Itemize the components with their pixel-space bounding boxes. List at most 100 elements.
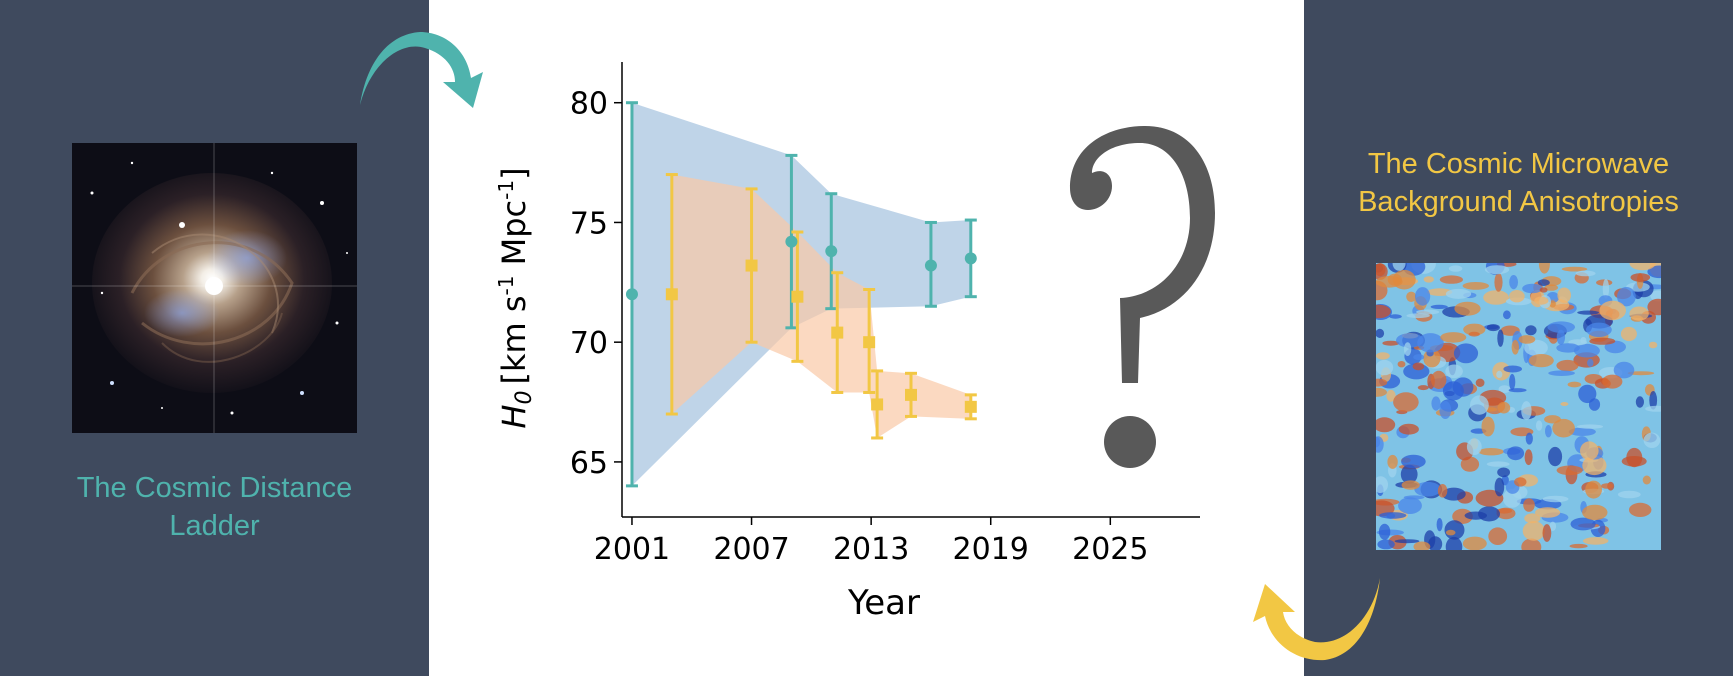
cmb-blob — [1635, 396, 1644, 408]
cmb-blob — [1580, 337, 1587, 344]
cmb-blob — [1568, 427, 1596, 436]
cmb-blob — [1578, 384, 1597, 404]
distance-ladder-caption-line2: Ladder — [169, 510, 260, 542]
cmb-blob — [1376, 436, 1384, 453]
cmb-blob — [1436, 518, 1443, 532]
distance-ladder-caption-line1: The Cosmic Distance — [76, 472, 353, 504]
cmb-blob — [1397, 361, 1406, 368]
cmb-blob — [1428, 536, 1443, 550]
cmb-blob — [1548, 370, 1575, 376]
cmb-blob — [1497, 329, 1504, 347]
distance-ladder-caption: The Cosmic Distance Ladder — [0, 469, 429, 545]
marker-square — [745, 259, 758, 272]
cmb-blob — [1488, 527, 1508, 545]
cmb-blob — [1413, 541, 1431, 550]
cmb-blob — [1382, 340, 1400, 346]
cmb-blob — [1462, 282, 1489, 290]
cmb-blob — [1468, 331, 1480, 337]
curved-arrow-yellow-icon — [1253, 578, 1380, 661]
cmb-blob — [1439, 275, 1463, 284]
cmb-blob — [1586, 322, 1612, 337]
cmb-blob — [1423, 276, 1434, 283]
cmb-blob — [1444, 520, 1465, 540]
cmb-blob — [1537, 279, 1550, 286]
marker-square — [831, 326, 844, 339]
cmb-blob — [1617, 287, 1636, 307]
cmb-blob — [1514, 477, 1527, 487]
cmb-blob — [1452, 508, 1473, 524]
cmb-blob — [1549, 521, 1557, 531]
cmb-blob — [1485, 265, 1510, 275]
cmb-blob — [1524, 449, 1533, 466]
cmb-blob — [1511, 340, 1519, 355]
cmb-blob — [1648, 341, 1658, 349]
cmb-blob — [1463, 323, 1486, 336]
cmb-blob — [1542, 495, 1569, 503]
cmb-blob — [1497, 467, 1510, 478]
cmb-blob — [1413, 354, 1425, 361]
cmb-blob — [1378, 523, 1391, 540]
cmb-blob — [1431, 396, 1441, 411]
cmb-caption: The Cosmic Microwave Background Anisotro… — [1304, 145, 1733, 221]
cmb-blob — [1494, 272, 1503, 292]
cmb-blob — [1507, 446, 1525, 461]
cmb-blob — [1454, 301, 1481, 316]
cmb-blob — [1602, 278, 1610, 299]
cmb-blob — [1627, 371, 1655, 376]
cmb-blob — [1556, 359, 1579, 372]
cmb-blob — [1460, 456, 1480, 472]
y-axis-label-unit: [km s — [495, 295, 533, 384]
cmb-blob — [1621, 456, 1647, 467]
cmb-blob — [1548, 446, 1563, 467]
cmb-blob — [1556, 343, 1580, 353]
cmb-blob — [1589, 337, 1616, 345]
cmb-blob — [1445, 288, 1472, 299]
cmb-blob — [1462, 536, 1487, 550]
cmb-blob — [1398, 423, 1419, 435]
cmb-blob — [1613, 361, 1635, 379]
marker-circle — [625, 288, 638, 301]
cmb-blob — [1580, 441, 1599, 461]
cmb-blob — [1394, 539, 1420, 544]
y-axis-label-unit-end: ] — [495, 167, 533, 179]
x-axis-label: Year — [847, 583, 920, 623]
cmb-blob — [1588, 398, 1601, 411]
marker-circle — [964, 252, 977, 265]
question-mark-icon — [1070, 126, 1215, 468]
cmb-blob — [1601, 483, 1613, 489]
cmb-blob — [1552, 418, 1575, 438]
cmb-blob — [1387, 454, 1398, 469]
cmb-blob — [1524, 339, 1548, 356]
x-tick-label: 2007 — [713, 532, 789, 567]
cmb-blob — [1545, 425, 1552, 438]
cmb-blob — [1486, 324, 1500, 332]
cmb-blob — [1379, 512, 1407, 519]
y-axis-label: H0[km s-1 Mpc-1] — [494, 167, 537, 428]
y-axis-label-symbol: H — [495, 405, 533, 429]
y-axis-label-exp2: -1 — [494, 180, 518, 200]
cmb-blob — [1503, 365, 1522, 373]
cmb-blob — [1643, 432, 1661, 448]
x-tick-label: 2013 — [833, 532, 909, 567]
cmb-blob — [1629, 502, 1652, 517]
marker-square — [791, 290, 804, 303]
cmb-blob — [1445, 536, 1463, 550]
cmb-blob — [1642, 475, 1651, 485]
cmb-blob — [1445, 364, 1463, 379]
cmb-blob — [1401, 454, 1426, 469]
cmb-blob — [1414, 481, 1441, 497]
cmb-blob — [1400, 464, 1418, 484]
cmb-blob — [1442, 381, 1464, 401]
y-axis-label-unit-mid: Mpc — [495, 200, 533, 276]
cmb-blob — [1393, 392, 1419, 412]
cmb-blob — [1582, 455, 1607, 476]
cmb-blob — [1376, 476, 1388, 493]
cmb-blob — [1617, 490, 1641, 499]
y-tick-label: 75 — [570, 206, 608, 241]
cmb-blob — [1535, 507, 1561, 518]
cmb-blob — [1376, 417, 1396, 433]
cmb-blob — [1522, 283, 1543, 294]
cmb-blob — [1523, 498, 1535, 512]
cmb-blob — [1441, 487, 1466, 501]
cmb-blob — [1376, 359, 1394, 376]
